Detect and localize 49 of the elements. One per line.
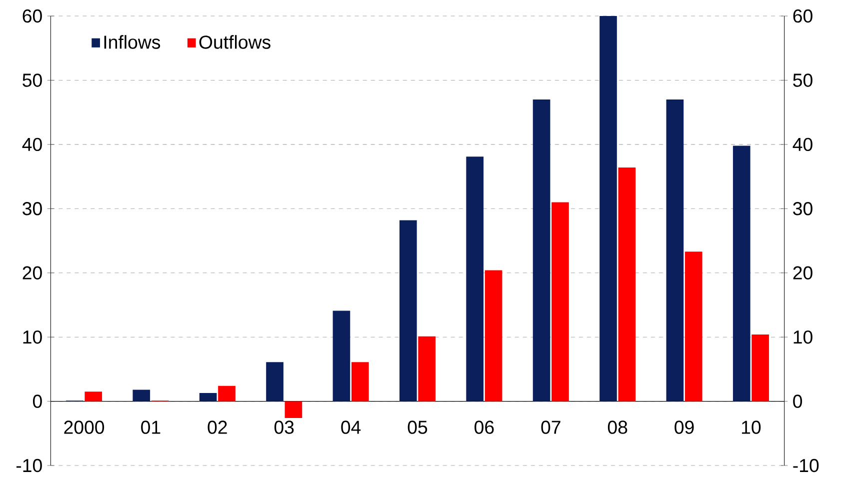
y2-tick-label: 10 (794, 330, 812, 344)
x-tick-label: 07 (541, 420, 560, 434)
legend-label: Outflows (199, 35, 270, 50)
bar (199, 393, 217, 402)
y-tick-label: 40 (22, 138, 42, 152)
bar (351, 362, 369, 402)
y-tick-label: 60 (22, 10, 42, 23)
x-tick-label: 10 (742, 420, 761, 434)
bar (732, 146, 750, 402)
x-tick-label: 08 (608, 420, 628, 434)
y2-tick-label: 50 (793, 74, 812, 88)
y-tick-label: 30 (22, 202, 42, 216)
x-tick-label: 04 (341, 420, 361, 434)
legend-label: Inflows (104, 35, 160, 50)
bar (84, 392, 102, 402)
x-tick-label: 02 (208, 420, 227, 434)
y2-tick-label: 40 (792, 138, 812, 152)
y-tick-label: 50 (22, 74, 42, 88)
y2-tick-label: 0 (793, 394, 802, 408)
y-tick-label: 10 (23, 330, 42, 344)
bar (484, 270, 502, 402)
bar (600, 16, 617, 402)
x-tick-label: 05 (408, 420, 428, 434)
bar (618, 168, 636, 402)
bar (266, 362, 284, 402)
bar (332, 310, 350, 402)
x-tick-label: 2000 (64, 420, 104, 434)
y-tick-label: -10 (16, 459, 42, 472)
bar (399, 220, 417, 402)
bar (532, 100, 550, 402)
x-tick-label: 09 (674, 420, 694, 434)
bar (418, 336, 436, 402)
y2-tick-label: 60 (793, 10, 812, 23)
y2-tick-label: -10 (793, 459, 819, 472)
y-tick-label: 0 (32, 394, 42, 408)
bar (218, 386, 236, 402)
x-tick-label: 03 (274, 420, 294, 434)
y2-tick-label: 30 (793, 202, 812, 216)
bar (284, 402, 302, 418)
x-tick-label: 01 (141, 420, 160, 434)
bar (552, 202, 569, 402)
bar (752, 334, 769, 402)
bar (666, 100, 684, 402)
bar (132, 390, 150, 402)
y-tick-label: 20 (22, 266, 42, 280)
y2-tick-label: 20 (793, 266, 812, 280)
x-tick-label: 06 (474, 420, 494, 434)
bar (466, 156, 484, 402)
bar (684, 252, 702, 402)
